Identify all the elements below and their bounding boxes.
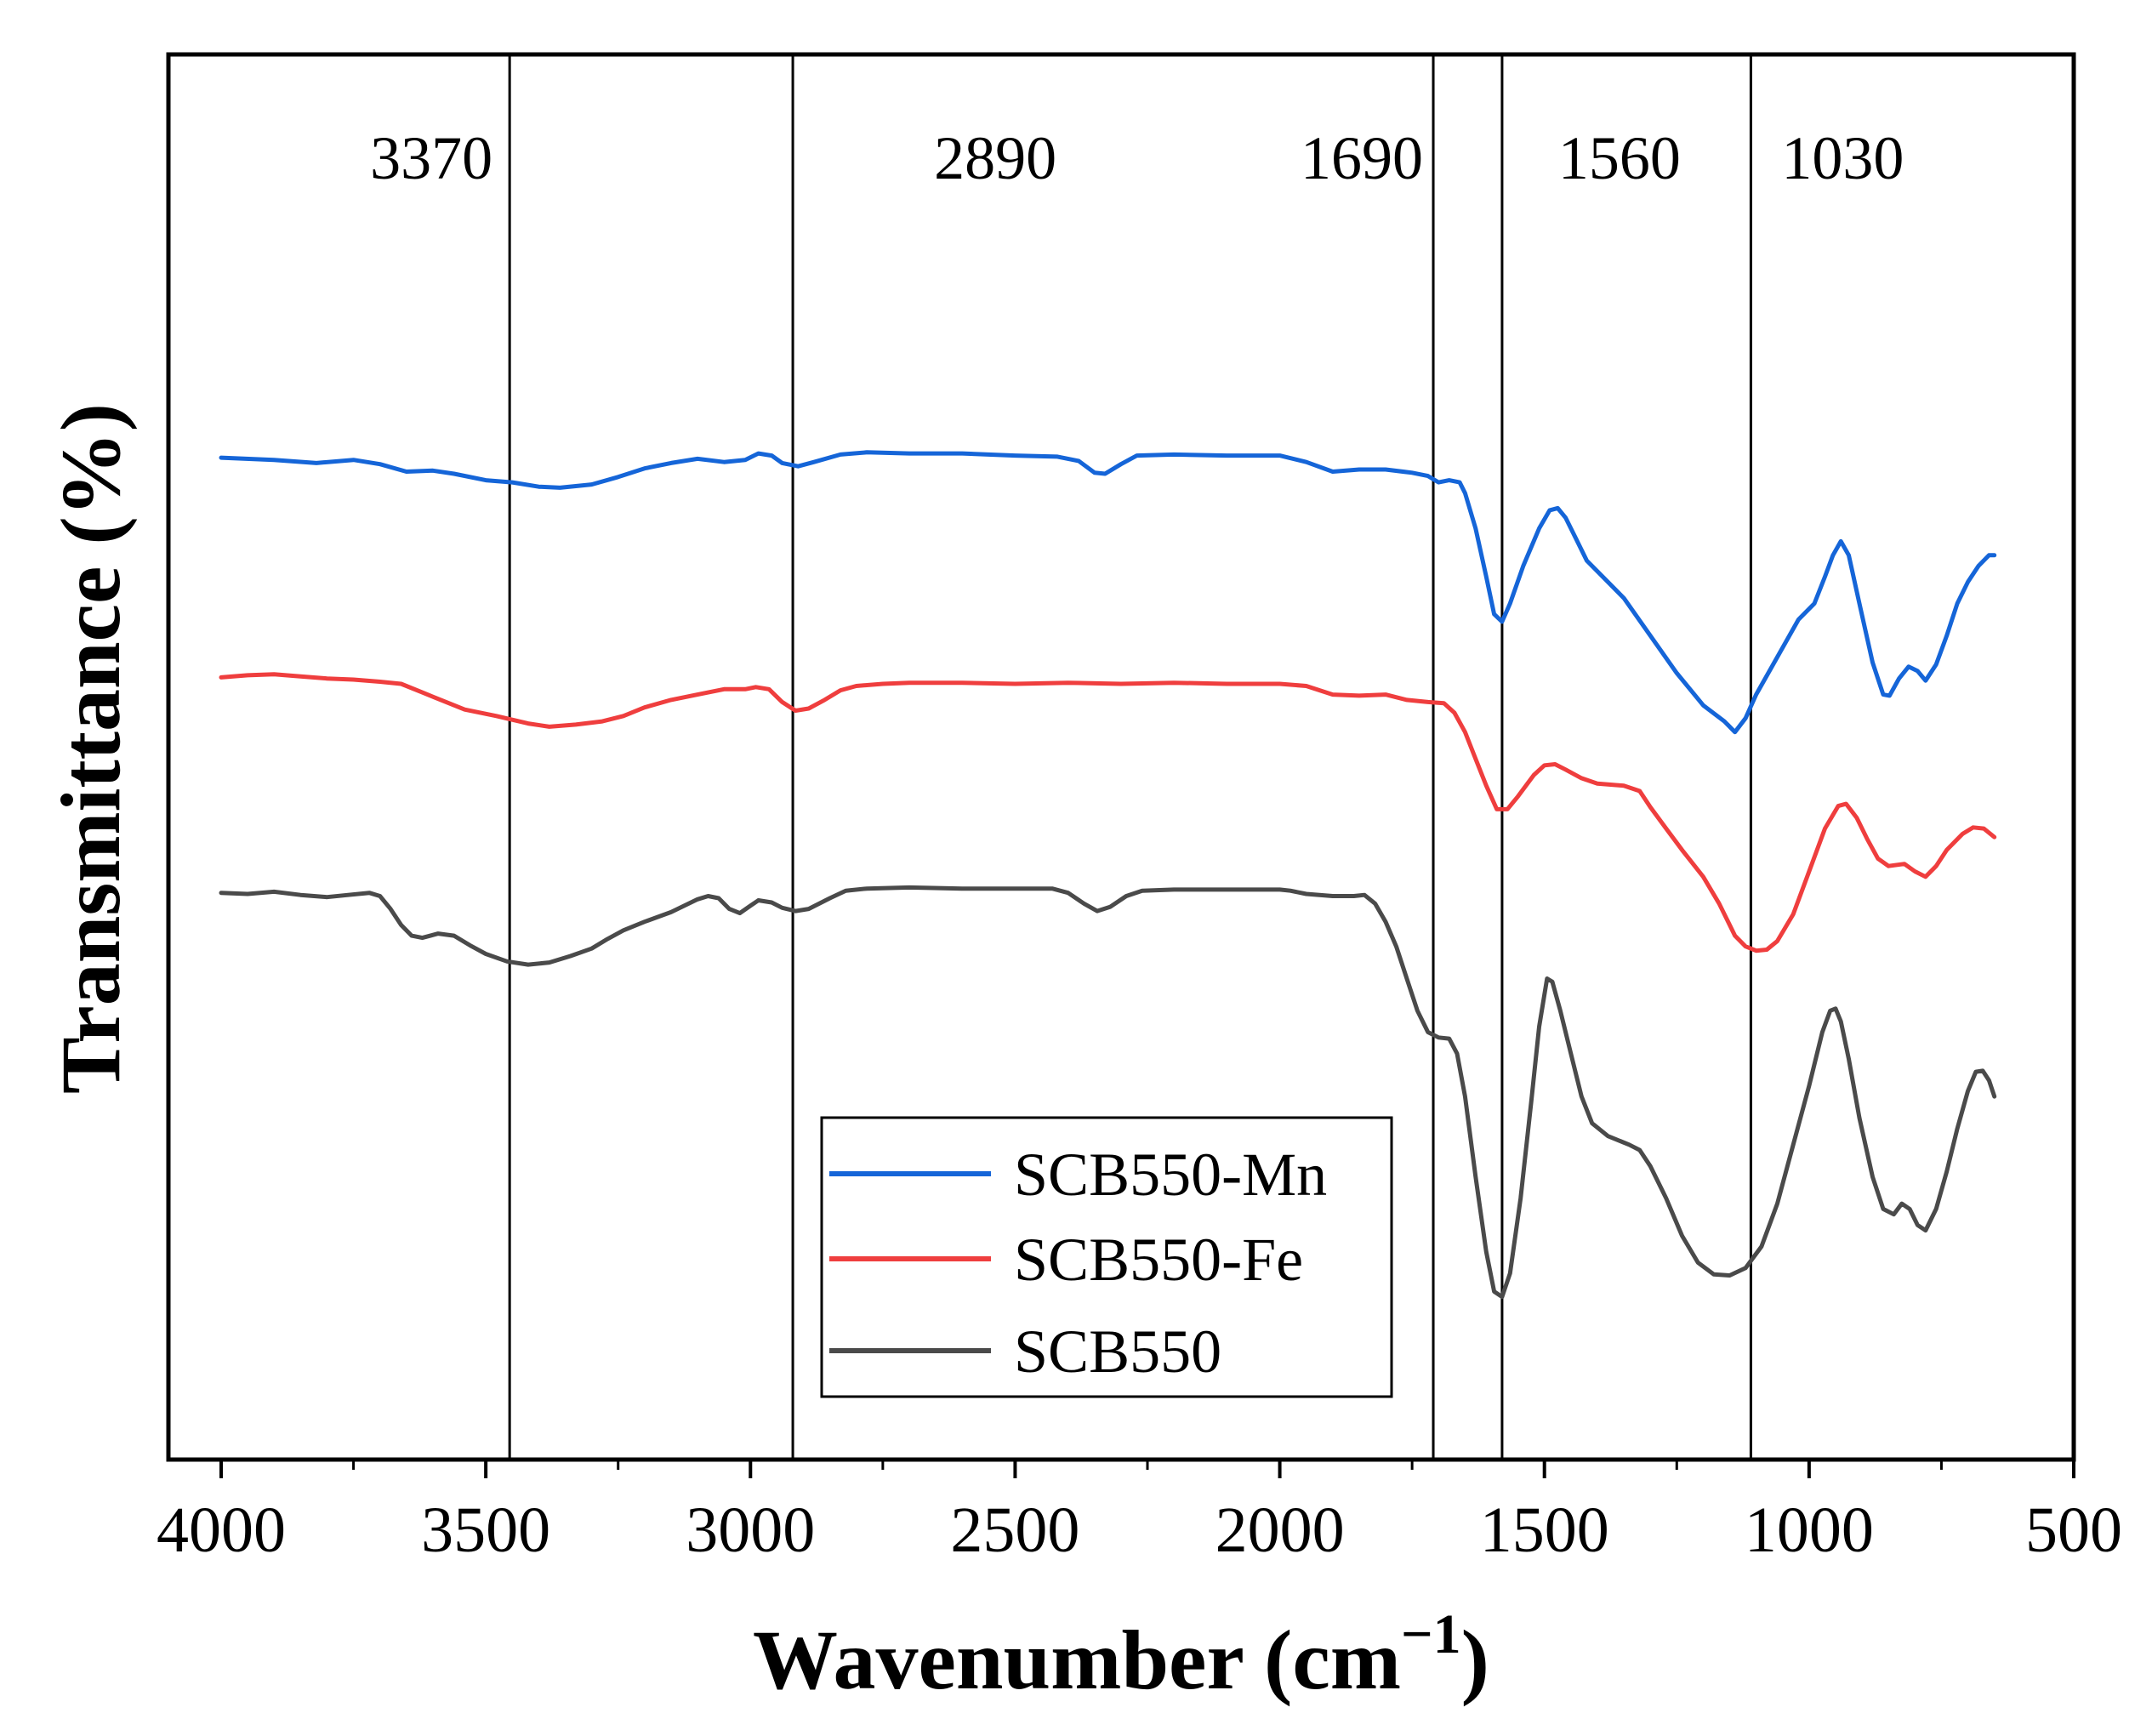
series-layer xyxy=(219,450,1997,1300)
x-axis-title: Wavenumber (cm−1) xyxy=(753,1603,1489,1707)
x-tick-label-1000: 1000 xyxy=(1745,1494,1874,1566)
y-axis-title: Transmittance (%) xyxy=(43,403,138,1094)
reference-line-labels: 3370 2890 1690 1560 1030 xyxy=(370,124,1904,192)
peak-label-1690: 1690 xyxy=(1301,124,1423,192)
series-line-scb550-mn xyxy=(219,450,1997,735)
plot-area-frame xyxy=(166,52,2076,1462)
x-tick-label-500: 500 xyxy=(2025,1494,2122,1566)
legend: SCB550-Mn SCB550-Fe SCB550 xyxy=(820,1116,1393,1398)
x-tick-label-1500: 1500 xyxy=(1480,1494,1609,1566)
x-axis-ticks: 4000 3500 3000 2500 2000 1500 1000 500 xyxy=(157,1460,2122,1566)
x-tick-label-2500: 2500 xyxy=(950,1494,1079,1566)
legend-label-scb550: SCB550 xyxy=(1014,1318,1221,1386)
peak-label-1030: 1030 xyxy=(1781,124,1904,192)
x-tick-label-3000: 3000 xyxy=(686,1494,815,1566)
peak-label-1560: 1560 xyxy=(1558,124,1681,192)
legend-label-scb550-fe: SCB550-Fe xyxy=(1014,1226,1303,1294)
series-line-scb550-fe xyxy=(219,672,1997,953)
reference-lines xyxy=(508,54,1752,1460)
peak-label-2890: 2890 xyxy=(934,124,1056,192)
x-tick-label-3500: 3500 xyxy=(421,1494,550,1566)
x-tick-label-2000: 2000 xyxy=(1215,1494,1345,1566)
series-line-scb550 xyxy=(219,885,1997,1300)
peak-label-3370: 3370 xyxy=(370,124,492,192)
x-tick-label-4000: 4000 xyxy=(157,1494,286,1566)
legend-label-scb550-mn: SCB550-Mn xyxy=(1014,1141,1327,1209)
